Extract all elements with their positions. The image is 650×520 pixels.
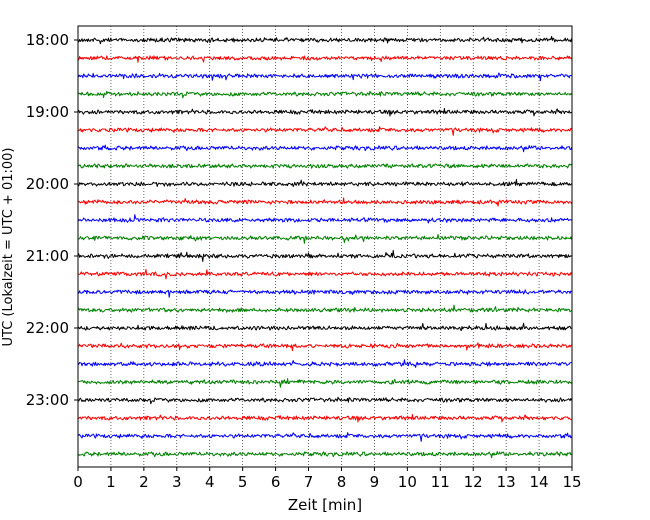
x-tick-label: 10	[398, 473, 417, 491]
trace-line	[77, 144, 573, 153]
x-tick-label: 3	[172, 473, 182, 491]
trace-line	[77, 342, 572, 352]
trace-line	[77, 414, 572, 423]
y-tick-label: 21:00	[26, 247, 69, 265]
trace-line	[77, 163, 572, 169]
y-tick-label: 18:00	[26, 31, 69, 49]
trace-line	[77, 451, 572, 459]
x-tick-label: 7	[304, 473, 314, 491]
trace-line	[77, 269, 573, 280]
trace-line	[77, 72, 572, 82]
x-axis-label: Zeit [min]	[288, 496, 362, 514]
y-tick-label: 19:00	[26, 103, 69, 121]
x-tick-label: 1	[106, 473, 116, 491]
x-axis: 0 1 2 3 4 5 6 7 8 9 10 11 12 13 14 15	[73, 467, 582, 491]
x-tick-label: 13	[497, 473, 516, 491]
trace-line	[77, 90, 572, 99]
trace-line	[77, 178, 572, 188]
y-axis-label: UTC (Lokalzeit = UTC + 01:00)	[1, 148, 16, 347]
y-tick-label: 22:00	[26, 319, 69, 337]
x-tick-label: 0	[73, 473, 83, 491]
x-tick-label: 9	[370, 473, 380, 491]
y-axis: 18:00 19:00 20:00 21:00 22:00 23:00	[26, 31, 78, 409]
trace-line	[77, 304, 572, 313]
x-tick-label: 6	[271, 473, 281, 491]
trace-line	[77, 396, 573, 405]
x-tick-label: 11	[431, 473, 450, 491]
x-tick-label: 12	[464, 473, 483, 491]
trace-line	[77, 108, 572, 117]
x-tick-label: 14	[530, 473, 549, 491]
x-tick-label: 5	[238, 473, 248, 491]
trace-line	[77, 378, 573, 388]
x-tick-label: 2	[139, 473, 149, 491]
trace-line	[77, 126, 572, 136]
trace-line	[77, 359, 572, 368]
trace-line	[77, 214, 572, 224]
trace-line	[77, 289, 572, 298]
trace-line	[77, 55, 573, 63]
trace-line	[77, 322, 572, 332]
trace-line	[77, 197, 573, 207]
plot-area	[78, 26, 572, 467]
seismic-traces	[77, 35, 573, 459]
trace-line	[77, 233, 573, 244]
y-tick-label: 20:00	[26, 175, 69, 193]
trace-line	[77, 249, 572, 262]
plot-frame	[77, 25, 573, 468]
x-tick-label: 8	[337, 473, 347, 491]
trace-line	[77, 35, 573, 45]
x-tick-label: 15	[562, 473, 581, 491]
y-tick-label: 23:00	[26, 391, 69, 409]
trace-line	[77, 432, 573, 442]
x-tick-label: 4	[205, 473, 215, 491]
